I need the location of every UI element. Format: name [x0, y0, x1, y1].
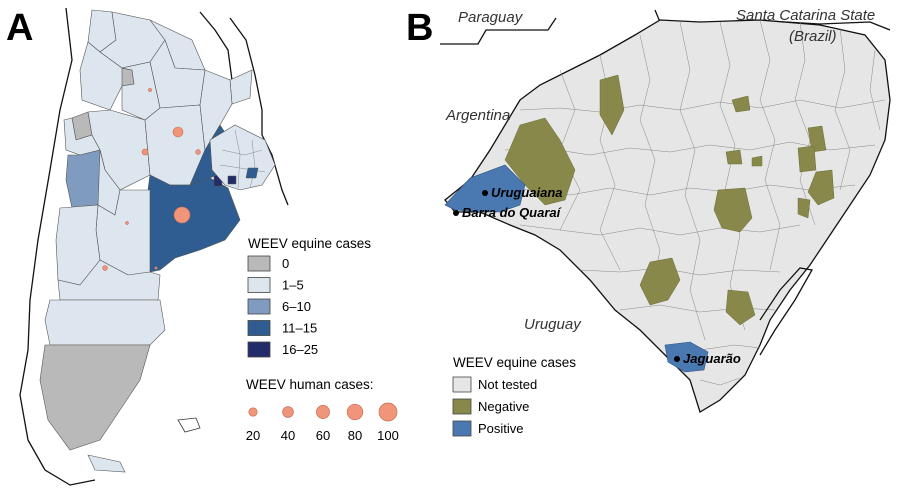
panel-b-legend-swatch: [452, 398, 472, 415]
municipality-negative: [807, 169, 835, 206]
human-legend-label: 20: [246, 428, 260, 443]
panel-b-legend-label: Positive: [478, 421, 524, 436]
equine-legend-swatch: [247, 277, 271, 293]
paraguay-border: [440, 17, 557, 45]
municipality-negative: [504, 117, 576, 206]
human-case-marker: [141, 148, 149, 156]
human-case-marker: [102, 265, 108, 271]
municipality-negative: [725, 289, 756, 326]
falkland-islands: [177, 417, 201, 433]
human-case-marker: [173, 206, 191, 224]
municipality-negative: [797, 145, 817, 173]
panel-a: A: [6, 7, 399, 486]
panel-b-legend-label: Not tested: [478, 377, 537, 392]
municipality-negative: [797, 197, 811, 219]
human-legend-circle: [248, 407, 258, 417]
panel-b-legend-label: Negative: [478, 399, 529, 414]
municipality-negative: [639, 257, 681, 306]
human-legend-circle: [316, 405, 330, 419]
human-legend-label: 40: [281, 428, 295, 443]
uruguay-departments: [219, 129, 266, 189]
panel-b-legend-swatch: [452, 420, 472, 437]
uruguay-detail: [209, 124, 276, 191]
human-case-marker: [195, 149, 201, 155]
province-catamarca: [79, 41, 123, 111]
brazil-uruguay-coastline: [229, 17, 289, 206]
uruguay-outline: [209, 124, 276, 191]
label-uruguay: Uruguay: [524, 316, 582, 333]
equine-legend-label: 0: [282, 256, 289, 271]
province-tierra-del-fuego: [87, 454, 126, 473]
city-markers: Uruguaiana Barra do Quaraí Jaguarão: [453, 185, 741, 366]
municipality-negative: [751, 155, 763, 167]
panel-b-legend-title: WEEV equine cases: [453, 355, 576, 370]
equine-legend-swatch: [247, 341, 271, 358]
panel-a-letter: A: [6, 7, 33, 49]
city-label-barra: Barra do Quaraí: [462, 205, 562, 220]
province-buenos-aires: [147, 174, 241, 273]
city-marker-uruguaiana: [482, 190, 488, 196]
province-misiones: [229, 69, 253, 105]
panel-b: B: [406, 7, 891, 437]
panel-b-letter: B: [406, 7, 433, 49]
equine-legend-swatch: [247, 298, 271, 315]
city-marker-barra: [453, 210, 459, 216]
province-rio-negro: [57, 259, 161, 301]
human-legend-label: 80: [348, 428, 362, 443]
panel-b-legend: WEEV equine cases Not tested Negative Posi…: [452, 355, 576, 437]
uruguay-dept-positive-2: [227, 175, 237, 185]
municipality-negative: [599, 74, 625, 136]
panel-a-human-legend: WEEV human cases: 20 40 60 80 100: [246, 377, 399, 443]
panel-b-legend-swatch: [452, 376, 472, 393]
equine-legend-label: 1–5: [282, 278, 304, 293]
state-outline: [444, 19, 891, 413]
equine-legend-label: 6–10: [282, 299, 311, 314]
rio-grande-do-sul-map: [444, 19, 891, 413]
label-paraguay: Paraguay: [458, 9, 524, 26]
human-legend-label: 60: [316, 428, 330, 443]
human-case-marker: [148, 88, 152, 92]
province-chubut: [44, 299, 166, 346]
human-legend-label: 100: [377, 428, 399, 443]
human-legend-title: WEEV human cases:: [246, 377, 374, 392]
municipality-positive-jaguarao: [664, 341, 709, 373]
label-brazil: (Brazil): [789, 28, 837, 45]
human-legend-circle: [378, 402, 398, 422]
human-legend-circle: [346, 403, 364, 421]
equine-legend-swatch: [247, 255, 271, 272]
municipality-negative: [725, 149, 743, 165]
province-santa-cruz: [39, 344, 151, 451]
argentina-map: [39, 9, 253, 473]
human-legend-circle: [282, 406, 294, 418]
equine-legend-title: WEEV equine cases: [248, 236, 371, 251]
atlantic-coast-line: [199, 11, 233, 81]
municipality-positive-uruguaiana: [444, 164, 526, 213]
label-santa-catarina: Santa Catarina State: [736, 7, 875, 24]
negative-municipalities: [504, 74, 835, 326]
equine-legend-label: 16–25: [282, 342, 318, 357]
city-marker-jaguarao: [674, 356, 680, 362]
city-label-uruguaiana: Uruguaiana: [491, 185, 563, 200]
chile-coastline: [19, 7, 96, 486]
panel-a-equine-legend: WEEV equine cases 0 1–5 6–10 11–15 16–25: [247, 236, 371, 358]
human-case-marker: [125, 221, 129, 225]
city-label-jaguarao: Jaguarão: [683, 351, 741, 366]
positive-municipalities: [444, 164, 709, 373]
municipality-negative: [731, 95, 751, 113]
province-santiago: [121, 61, 161, 121]
municipality-negative: [807, 125, 827, 153]
human-case-marker: [172, 126, 184, 138]
uruguay-dept-positive-1: [245, 167, 259, 179]
lagoon-outline: [759, 267, 814, 356]
human-case-markers: [102, 88, 201, 271]
equine-legend-label: 11–15: [282, 321, 317, 336]
equine-legend-swatch: [247, 320, 271, 336]
label-argentina: Argentina: [445, 107, 510, 124]
municipality-negative: [713, 187, 753, 233]
human-case-marker: [154, 266, 158, 270]
